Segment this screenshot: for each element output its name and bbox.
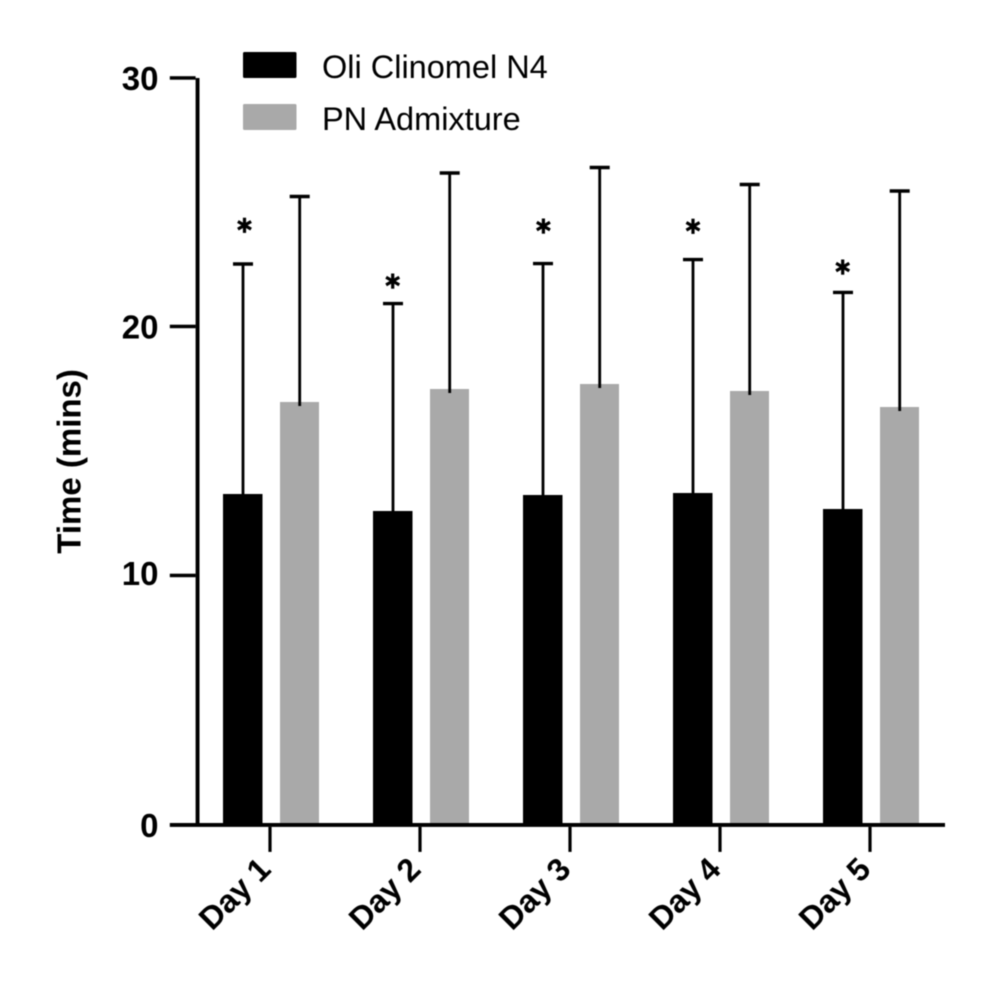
svg-text:Time (mins): Time (mins)	[51, 369, 88, 554]
svg-text:20: 20	[122, 309, 159, 346]
svg-text:PN Admixture: PN Admixture	[322, 101, 521, 137]
svg-text:Oli Clinomel N4: Oli Clinomel N4	[322, 49, 548, 85]
svg-text:10: 10	[122, 555, 159, 592]
svg-text:30: 30	[122, 60, 159, 97]
svg-text:0: 0	[140, 807, 158, 844]
